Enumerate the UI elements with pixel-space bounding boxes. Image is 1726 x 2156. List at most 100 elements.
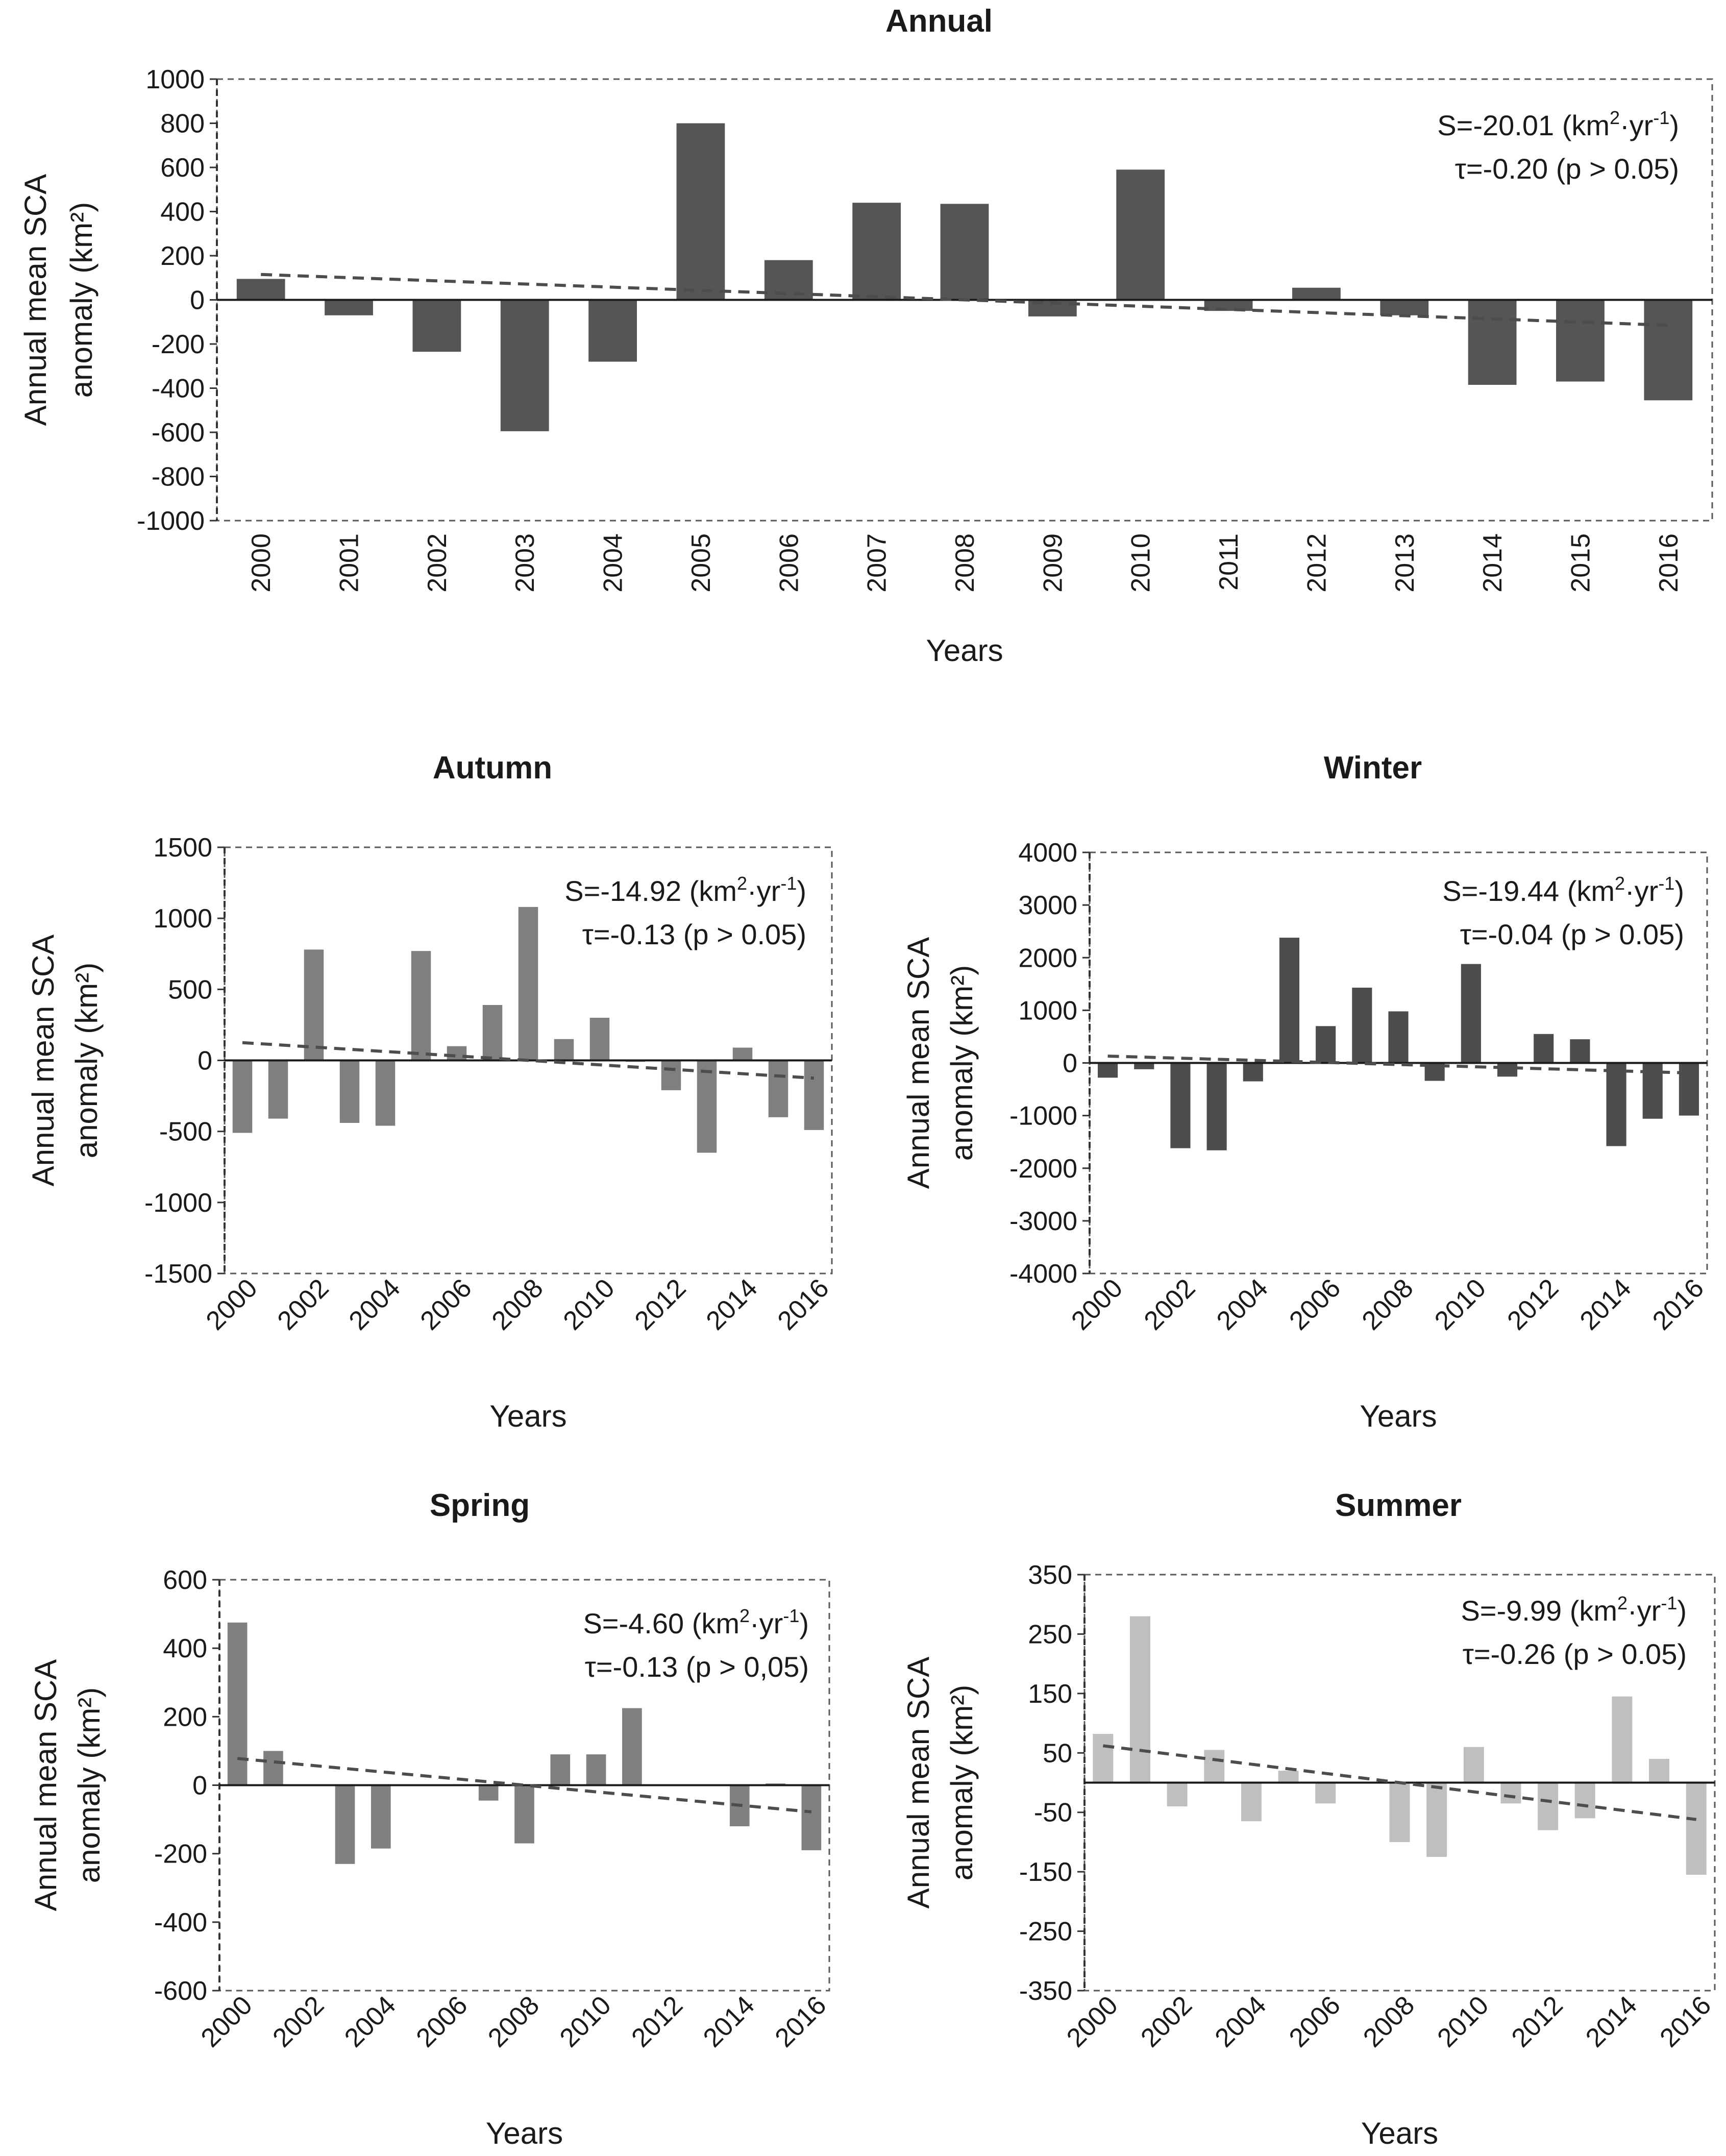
bar <box>732 1047 753 1061</box>
y-tick-label: 250 <box>1028 1620 1072 1649</box>
bar <box>1292 287 1341 300</box>
bar <box>1606 1063 1626 1146</box>
x-tick-label: 2012 <box>626 1991 688 2053</box>
x-tick-label: 2010 <box>1432 1991 1495 2053</box>
bar <box>236 279 285 300</box>
y-tick-label: 50 <box>1043 1738 1072 1768</box>
x-tick-label: 2014 <box>1478 533 1508 593</box>
y-axis-label: Annual mean SCA <box>901 937 935 1189</box>
bar <box>1538 1782 1559 1830</box>
trend-line <box>1102 1744 1697 1821</box>
bar <box>1500 1782 1521 1804</box>
y-tick-label: 400 <box>160 198 205 227</box>
bar <box>1426 1782 1447 1857</box>
bar <box>227 1622 248 1785</box>
x-tick-label: 2008 <box>482 1991 545 2053</box>
x-tick-label: 2002 <box>1135 1991 1198 2053</box>
unit-text: ·yr <box>750 1607 783 1639</box>
y-tick-label: 1000 <box>145 65 205 94</box>
bar <box>1316 1026 1336 1063</box>
bar <box>1279 938 1300 1063</box>
y-tick-label: -2000 <box>1009 1154 1077 1184</box>
x-axis-label: Years <box>1360 1399 1437 1433</box>
superscript: 2 <box>1610 107 1620 128</box>
x-tick-label: 2003 <box>510 533 540 593</box>
tau-annotation: τ=-0.20 (p > 0.05) <box>1455 153 1679 185</box>
bar <box>1206 1063 1227 1150</box>
bar <box>550 1754 571 1785</box>
bar <box>1534 1034 1554 1063</box>
y-tick-label: -1000 <box>144 1188 212 1218</box>
x-tick-label: 2006 <box>411 1991 474 2053</box>
bar <box>268 1060 288 1119</box>
bar <box>411 951 431 1061</box>
x-tick-label: 2008 <box>950 533 980 593</box>
x-tick-label: 2008 <box>1357 1273 1419 1336</box>
y-tick-label: -200 <box>154 1840 207 1869</box>
bar <box>1170 1063 1191 1148</box>
bar <box>1649 1758 1670 1783</box>
y-tick-label: -350 <box>1019 1976 1072 2006</box>
y-tick-label: -1000 <box>137 506 205 536</box>
superscript: -1 <box>780 873 797 894</box>
x-tick-label: 2008 <box>1358 1991 1420 2053</box>
tau-annotation: τ=-0.13 (p > 0.05) <box>582 918 806 950</box>
y-axis-label: anomaly (km²) <box>64 202 98 398</box>
trend-line <box>1107 1055 1689 1075</box>
unit-text: ) <box>799 1607 809 1639</box>
bar <box>371 1785 391 1849</box>
x-tick-label: 2012 <box>1302 533 1332 593</box>
bar <box>768 1060 788 1117</box>
x-tick-label: 2010 <box>558 1273 621 1336</box>
superscript: -1 <box>783 1605 799 1626</box>
bar <box>940 204 989 300</box>
x-tick-label: 2009 <box>1038 533 1068 593</box>
chart-annual: Annual -1000 -800 -600 -400 -200 0 200 400 600 800… <box>18 4 1713 668</box>
unit-text: ·yr <box>1628 1595 1661 1627</box>
y-tick-label: 1500 <box>153 833 212 863</box>
unit-text: ·yr <box>1620 109 1653 141</box>
bar <box>514 1785 534 1844</box>
bar <box>1278 1771 1299 1783</box>
trend-line <box>242 1041 815 1080</box>
x-tick-label: 2002 <box>267 1991 330 2053</box>
unit-text: ·yr <box>747 875 780 907</box>
y-tick-label: -600 <box>152 418 205 448</box>
y-axis-label: Annual mean SCA <box>901 1657 935 1909</box>
bar <box>801 1785 822 1850</box>
bar <box>1644 300 1693 401</box>
bar <box>1388 1011 1409 1063</box>
bar <box>232 1060 253 1133</box>
unit-text: ) <box>1674 875 1684 907</box>
x-tick-label: 2010 <box>1429 1273 1492 1336</box>
superscript: 2 <box>737 873 747 894</box>
bar <box>1204 1750 1225 1783</box>
x-tick-label: 2014 <box>701 1273 763 1336</box>
slope-annotation: S=-4.60 (km2·yr-1) <box>583 1605 809 1639</box>
y-tick-label: -400 <box>154 1908 207 1938</box>
y-tick-label: 500 <box>168 975 212 1004</box>
trend-line <box>237 1757 812 1814</box>
bar <box>1556 300 1605 382</box>
bar <box>1468 300 1517 385</box>
y-axis-label: anomaly (km²) <box>945 1685 979 1880</box>
x-tick-label: 2014 <box>1580 1991 1643 2053</box>
bar <box>375 1060 396 1126</box>
unit-text: ·yr <box>1625 875 1658 907</box>
y-tick-label: 0 <box>190 286 205 315</box>
bar <box>1463 1747 1484 1783</box>
bar <box>1679 1063 1699 1116</box>
x-tick-label: 2005 <box>686 533 716 593</box>
y-axis-label: anomaly (km²) <box>72 1687 106 1883</box>
bar <box>852 203 901 300</box>
y-tick-label: 0 <box>192 1771 207 1801</box>
bar <box>1315 1782 1336 1804</box>
y-tick-label: -3000 <box>1009 1207 1077 1236</box>
x-tick-label: 2008 <box>486 1273 549 1336</box>
y-tick-label: 3000 <box>1018 891 1077 920</box>
y-tick-label: 2000 <box>1018 943 1077 973</box>
bar <box>622 1708 642 1785</box>
